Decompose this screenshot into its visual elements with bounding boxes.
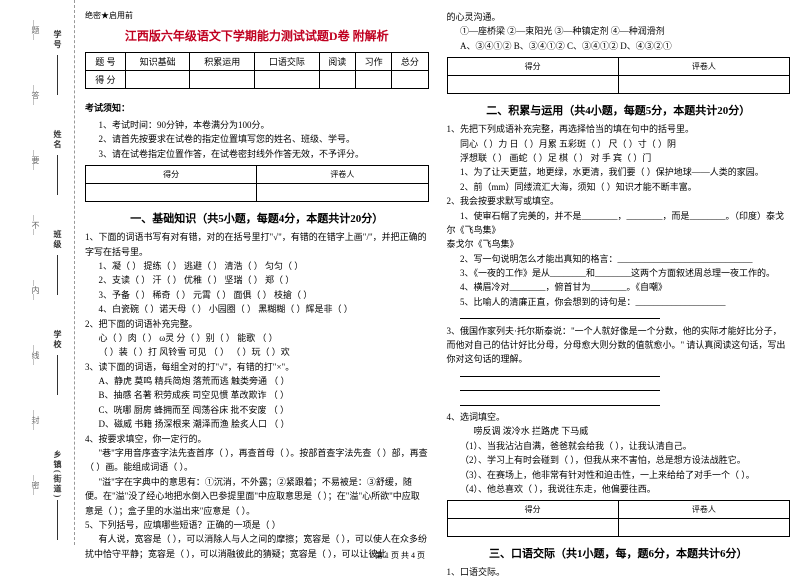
notice-1: 1、考试时间：90分钟，本卷满分为100分。 xyxy=(85,118,429,132)
q4-l2: "溢"字在字典中的意思有：①沉消，不外露；②紧跟着；不易被是：③舒缓，随便。在"… xyxy=(85,475,429,518)
q2-l2: （ ）装（ ）打 风铃雪 可见 （ ） （ ）玩（ ）欢 xyxy=(85,345,429,359)
score-header-row: 题 号 知识基础 积累运用 口语交际 阅读 习作 总分 xyxy=(86,53,429,71)
s3q1: 1、口语交际。 xyxy=(447,565,791,579)
s2q4-words: 唠反调 泼冷水 拦路虎 下马威 xyxy=(447,424,791,438)
score-row-label: 得 分 xyxy=(86,71,126,89)
marker2-judge: 评卷人 xyxy=(618,58,789,76)
notice-3: 3、请在试卷指定位置作答，在试卷密封线外作答无效，不予评分。 xyxy=(85,147,429,161)
q3-stem: 3、读下面的词语，每组全对的打"√"，有错的打"×"。 xyxy=(85,360,429,374)
q1-l3: 3、予备（ ） 稀奇（ ） 元霄（ ） 面俱（ ） 枝搶（ ） xyxy=(85,288,429,302)
binding-line-0 xyxy=(57,55,58,95)
score-h-4: 阅读 xyxy=(319,53,355,71)
seal-mark-6: ...封... xyxy=(30,410,41,430)
section-2-heading: 二、积累与运用（共4小题，每题5分，本题共计20分） xyxy=(447,102,791,118)
section-1-heading: 一、基础知识（共5小题，每题4分，本题共计20分） xyxy=(85,210,429,226)
s2q1-l1: 同心（ ）力 日（ ）月累 五彩斑（ ） 尺（ ）寸（ ）阴 xyxy=(447,137,791,151)
q2-stem: 2、把下面的词语补充完整。 xyxy=(85,317,429,331)
q5-stem: 5、下列括号，应填哪些短语？正确的一项是（ ） xyxy=(85,518,429,532)
s2q1-l3: 1、为了让天更蓝，地更绿，水更清，我们要（ ）保护地球——人类的家园。 xyxy=(447,165,791,179)
seal-mark-2: ...要... xyxy=(30,150,41,170)
score-h-3: 口语交际 xyxy=(255,53,320,71)
q1-stem: 1、下面的词语书写有对有错，对的在括号里打"√"，有错的在错字上画"/"，并把正… xyxy=(85,230,429,259)
score-h-5: 习作 xyxy=(355,53,391,71)
s2q4-stem: 4、选词填空。 xyxy=(447,410,791,424)
notice-heading: 考试须知： xyxy=(85,101,429,114)
s2q2-l2: 2、写一句说明怎么才能出真知的格言：______________________… xyxy=(447,252,791,266)
q4-l1: "巷"字用音序查字法先查首序（ ），再查首母（ ）。按部首查字法先查（ ）部，再… xyxy=(85,446,429,475)
s2q2-l4: 4、横眉冷对________，俯首甘为________。《自嘲》 xyxy=(447,280,791,294)
binding-label-4: 乡镇(街道) xyxy=(52,450,63,499)
binding-line-2 xyxy=(57,255,58,295)
s2q3-b1 xyxy=(447,367,791,381)
q5-cont: 的心灵沟通。 xyxy=(447,10,791,24)
s2q4-l1: （1）、当我沾沾自满，爸爸就会给我（ ），让我认清自己。 xyxy=(447,439,791,453)
page-content: 绝密★启用前 江西版六年级语文下学期能力测试试题D卷 附解析 题 号 知识基础 … xyxy=(85,10,790,540)
s2q1-l4: 2、前（mm）同缕流汇大海，须知（ ）知识才能不断丰富。 xyxy=(447,180,791,194)
marker-table-1: 得分评卷人 xyxy=(85,165,429,202)
marker-judge: 评卷人 xyxy=(257,166,428,184)
marker-table-2: 得分评卷人 xyxy=(447,57,791,94)
q3-d: D、磁威 书籍 扬深根来 潮泽而渔 脍炙人口 （ ） xyxy=(85,417,429,431)
seal-mark-7: ...密... xyxy=(30,475,41,495)
q1-l1: 1、凝（ ） 提练（ ） 逃避（ ） 清浩（ ） 匀匀（ ） xyxy=(85,259,429,273)
score-h-6: 总分 xyxy=(392,53,428,71)
q5-choices: A、③④①② B、③④①② C、③④①② D、④③②① xyxy=(447,39,791,53)
s2q4-l3: （3）、在赛场上，他非常有针对性和迫击性，一上来给给了对手一个（ ）。 xyxy=(447,468,791,482)
q3-a: A、静虎 莫鸣 精兵简炮 落荒而逃 触类旁通 （ ） xyxy=(85,374,429,388)
seal-mark-5: ...线... xyxy=(30,345,41,365)
s2q2-blank xyxy=(447,309,791,323)
notice-2: 2、请首先按要求在试卷的指定位置填写您的姓名、班级、学号。 xyxy=(85,132,429,146)
binding-label-1: 姓名 xyxy=(52,130,63,150)
score-h-2: 积累运用 xyxy=(190,53,255,71)
seal-mark-0: ...题... xyxy=(30,20,41,40)
right-column: 的心灵沟通。 ①—座桥梁 ②—束阳光 ③—种镇定剂 ④—种润滑剂 A、③④①② … xyxy=(447,10,791,540)
binding-line-1 xyxy=(57,155,58,195)
q5-opts: ①—座桥梁 ②—束阳光 ③—种镇定剂 ④—种润滑剂 xyxy=(447,24,791,38)
q3-b: B、抽感 名著 积劳成疾 司空见惯 革改欺诈 （ ） xyxy=(85,388,429,402)
seal-mark-1: ...答... xyxy=(30,85,41,105)
score-table: 题 号 知识基础 积累运用 口语交际 阅读 习作 总分 得 分 xyxy=(85,52,429,89)
page-footer: 第 1 页 共 4 页 xyxy=(0,550,800,561)
seal-mark-3: ...不... xyxy=(30,215,41,235)
binding-line-3 xyxy=(57,355,58,395)
paper-title: 江西版六年级语文下学期能力测试试题D卷 附解析 xyxy=(85,27,429,44)
binding-label-2: 班级 xyxy=(52,230,63,250)
s2q2-l1b: 泰戈尔《飞鸟集》 xyxy=(447,237,791,251)
s2q3-b2 xyxy=(447,381,791,395)
binding-label-0: 学号 xyxy=(52,30,63,50)
s2q2-l1: 1、使审石帽了完美的，并不是________，________，而是______… xyxy=(447,209,791,238)
marker3-score: 得分 xyxy=(447,501,618,519)
s2q4-l4: （4）、他总喜欢（ ），我说往东走，他偏要往西。 xyxy=(447,482,791,496)
left-column: 绝密★启用前 江西版六年级语文下学期能力测试试题D卷 附解析 题 号 知识基础 … xyxy=(85,10,429,540)
s2q2-l5: 5、比喻人的清廉正直，你会想到的诗句是：____________________ xyxy=(447,295,791,309)
score-h-0: 题 号 xyxy=(86,53,126,71)
q1-l4: 4、白瓷碗（ ）诺天母（ ） 小园圈（ ） 黑糊糊（ ）辉是非（ ） xyxy=(85,302,429,316)
q4-stem: 4、按要求填空，你一定行的。 xyxy=(85,432,429,446)
s2q2-stem: 2、我会按要求默写或填空。 xyxy=(447,194,791,208)
marker2-score: 得分 xyxy=(447,58,618,76)
s2q3-stem: 3、俄国作家列夫·托尔斯泰说："一个人就好像是一个分数，他的实际才能好比分子，而… xyxy=(447,324,791,367)
marker3-judge: 评卷人 xyxy=(618,501,789,519)
binding-strip: 学号 姓名 班级 学校 乡镇(街道) ...题... ...答... ...要.… xyxy=(0,0,75,545)
marker-table-3: 得分评卷人 xyxy=(447,500,791,537)
s2q4-l2: （2）、学习上有时会碰到（ ），但我从来不害怕，总是想方设法战胜它。 xyxy=(447,453,791,467)
binding-line-4 xyxy=(57,500,58,540)
q1-l2: 2、支读（ ） 汗（ ） 优稚（ ） 坚瑞（ ） 郑（ ） xyxy=(85,273,429,287)
score-h-1: 知识基础 xyxy=(125,53,190,71)
s2q2-l3: 3、《一夜的工作》是从________和________这两个方面叙述周总理一夜… xyxy=(447,266,791,280)
s2q1-l2: 浮想联（ ） 画蛇（ ）足 棋（ ） 对 手 宾（ ）门 xyxy=(447,151,791,165)
seal-mark-4: ...内... xyxy=(30,280,41,300)
s2q3-b3 xyxy=(447,396,791,410)
s2q1-stem: 1、先把下列成语补充完整，再选择恰当的填在句中的括号里。 xyxy=(447,122,791,136)
secret-label: 绝密★启用前 xyxy=(85,10,429,21)
score-value-row: 得 分 xyxy=(86,71,429,89)
q3-c: C、咣哪 厨房 蜂拥而至 闯荡谷床 批不安废 （ ） xyxy=(85,403,429,417)
q2-l1: 心（ ）肉（ ） ω灵 分（ ）别（ ） 能歌 （ ） xyxy=(85,331,429,345)
binding-label-3: 学校 xyxy=(52,330,63,350)
marker-score: 得分 xyxy=(86,166,257,184)
